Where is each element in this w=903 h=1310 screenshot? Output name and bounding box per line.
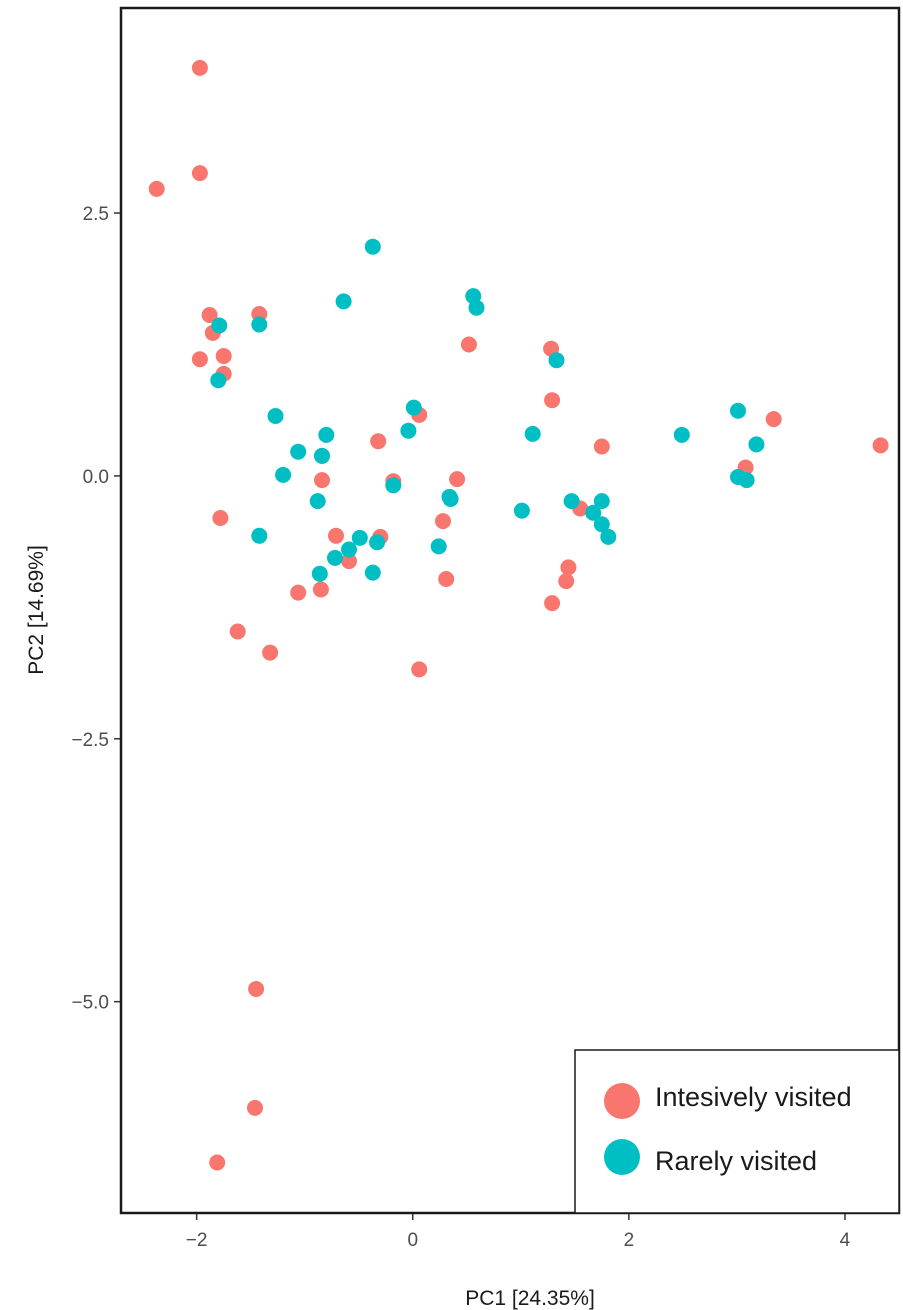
point-intensively-visited: [215, 348, 232, 364]
point-intensively-visited: [872, 437, 889, 454]
point-rarely-visited: [673, 426, 690, 443]
point-rarely-visited: [327, 549, 343, 566]
plot-panel-border: [119, 6, 901, 1215]
point-rarely-visited: [513, 502, 530, 519]
point-rarely-visited: [267, 408, 284, 424]
point-intensively-visited: [558, 573, 575, 590]
point-intensively-visited: [560, 559, 577, 576]
point-intensively-visited: [191, 165, 208, 182]
point-rarely-visited: [593, 493, 610, 510]
point-rarely-visited: [600, 528, 617, 545]
legend-key-intensively-visited: [604, 1083, 640, 1119]
point-intensively-visited: [438, 571, 455, 587]
x-tick-label: 2: [624, 1230, 635, 1251]
point-rarely-visited: [593, 516, 610, 533]
data-points: [148, 59, 889, 1171]
point-rarely-visited: [585, 504, 602, 521]
point-intensively-visited: [314, 472, 330, 489]
point-rarely-visited: [318, 426, 335, 443]
point-intensively-visited: [262, 644, 279, 661]
point-rarely-visited: [251, 527, 268, 544]
y-tick-label: −2.5: [71, 730, 109, 751]
point-intensively-visited: [593, 438, 610, 455]
point-rarely-visited: [311, 565, 328, 582]
point-rarely-visited: [563, 493, 580, 510]
x-tick-label: −2: [186, 1230, 208, 1251]
point-rarely-visited: [364, 564, 381, 581]
point-rarely-visited: [251, 316, 268, 333]
point-intensively-visited: [544, 595, 561, 612]
point-intensively-visited: [247, 1099, 263, 1116]
point-intensively-visited: [341, 553, 357, 570]
point-intensively-visited: [209, 1154, 226, 1171]
x-tick-label: 0: [407, 1230, 418, 1251]
point-rarely-visited: [369, 534, 386, 551]
point-intensively-visited: [148, 180, 165, 197]
x-tick-label: 4: [840, 1230, 851, 1251]
point-rarely-visited: [335, 293, 352, 310]
point-intensively-visited: [212, 510, 229, 526]
y-axis-title: PC2 [14.69%]: [25, 545, 48, 675]
point-rarely-visited: [548, 352, 565, 369]
y-tick-label: −5.0: [71, 993, 109, 1014]
point-rarely-visited: [738, 472, 755, 489]
point-rarely-visited: [314, 447, 330, 464]
point-rarely-visited: [210, 372, 227, 389]
legend: Intesively visited Rarely visited: [574, 1049, 900, 1214]
point-rarely-visited: [430, 538, 447, 555]
point-intensively-visited: [370, 433, 387, 450]
legend-label-rarely-visited: Rarely visited: [655, 1146, 817, 1176]
point-rarely-visited: [309, 493, 326, 510]
point-intensively-visited: [460, 336, 477, 353]
legend-box: [574, 1049, 900, 1214]
point-intensively-visited: [191, 351, 208, 368]
point-intensively-visited: [544, 392, 561, 409]
point-rarely-visited: [290, 443, 307, 460]
point-intensively-visited: [328, 527, 344, 544]
point-intensively-visited: [201, 307, 218, 323]
axis-ticks: −2 0 2 4 −5.0 −2.5 0.0 2.5: [71, 204, 850, 1251]
point-rarely-visited: [730, 402, 746, 419]
point-intensively-visited: [290, 584, 307, 601]
point-rarely-visited: [341, 541, 357, 558]
legend-label-intensively-visited: Intesively visited: [655, 1082, 852, 1112]
y-tick-label: 2.5: [83, 204, 109, 225]
point-rarely-visited: [275, 466, 292, 483]
point-rarely-visited: [400, 422, 417, 439]
point-intensively-visited: [765, 411, 782, 428]
legend-key-rarely-visited: [604, 1139, 640, 1175]
point-intensively-visited: [229, 623, 246, 640]
point-intensively-visited: [449, 471, 466, 488]
point-intensively-visited: [435, 513, 451, 530]
point-rarely-visited: [385, 477, 402, 494]
point-rarely-visited: [468, 299, 485, 316]
point-intensively-visited: [191, 59, 208, 76]
y-tick-label: 0.0: [83, 467, 109, 488]
point-rarely-visited: [364, 238, 381, 255]
point-rarely-visited: [524, 425, 541, 442]
point-intensively-visited: [411, 661, 428, 678]
point-rarely-visited: [405, 399, 422, 416]
point-rarely-visited: [748, 436, 765, 453]
point-intensively-visited: [248, 981, 265, 997]
point-rarely-visited: [351, 529, 368, 546]
point-rarely-visited: [442, 491, 459, 507]
point-rarely-visited: [211, 317, 228, 334]
point-intensively-visited: [312, 581, 329, 598]
x-axis-title: PC1 [24.35%]: [465, 1287, 595, 1310]
